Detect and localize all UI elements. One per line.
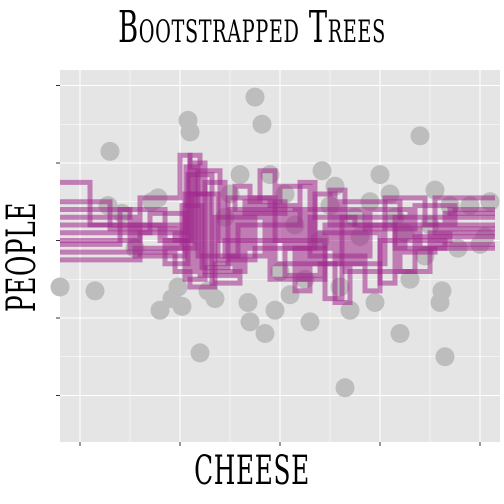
data-point <box>245 87 265 107</box>
data-point <box>205 289 225 309</box>
data-point <box>400 269 420 289</box>
axis-ticks <box>56 85 481 446</box>
tree-series-line <box>60 152 495 290</box>
data-point <box>168 277 188 297</box>
data-point <box>255 324 275 343</box>
data-point <box>190 343 210 363</box>
tree-series-line <box>60 191 495 294</box>
data-point <box>365 293 385 312</box>
data-point <box>265 300 285 320</box>
data-point <box>180 122 200 142</box>
data-point <box>340 300 360 320</box>
y-axis-label: PEOPLE <box>0 201 45 313</box>
data-point <box>230 165 250 185</box>
data-point <box>432 281 452 301</box>
tree-series-line <box>60 195 495 302</box>
data-point <box>370 165 390 185</box>
data-point <box>435 347 455 367</box>
data-point <box>425 180 445 200</box>
tree-series-line <box>60 164 495 267</box>
data-point <box>335 378 355 398</box>
data-point <box>390 324 410 343</box>
data-point <box>312 161 332 181</box>
data-point <box>410 126 430 146</box>
data-point <box>300 312 320 332</box>
data-point <box>172 296 192 316</box>
data-point <box>238 293 258 312</box>
tree-lines <box>60 152 495 305</box>
data-point <box>252 114 272 134</box>
data-point <box>150 300 170 320</box>
data-point <box>85 281 105 301</box>
data-point <box>240 312 260 332</box>
chart-title: Bootstrapped Trees <box>118 2 386 53</box>
data-point <box>100 141 120 161</box>
data-point <box>50 277 70 297</box>
x-axis-label: CHEESE <box>194 448 310 494</box>
